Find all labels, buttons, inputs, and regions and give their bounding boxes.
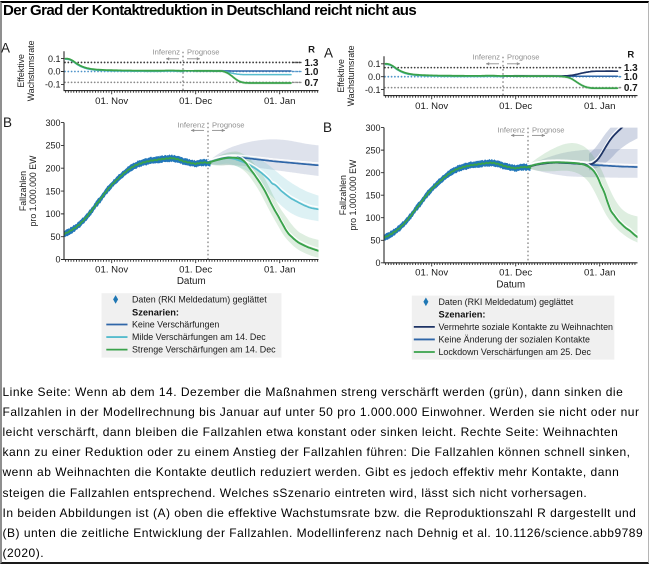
svg-text:200: 200 <box>45 163 60 173</box>
svg-text:01. Dec: 01. Dec <box>499 268 532 279</box>
svg-text:Daten (RKI Meldedatum) geglätt: Daten (RKI Meldedatum) geglättet <box>439 297 574 307</box>
svg-text:Datum: Datum <box>496 279 525 290</box>
svg-text:0.7: 0.7 <box>305 78 319 89</box>
svg-text:01. Dec: 01. Dec <box>499 101 532 112</box>
svg-text:A: A <box>324 45 333 60</box>
svg-text:1.0: 1.0 <box>305 67 319 78</box>
svg-text:R: R <box>308 44 315 55</box>
svg-text:250: 250 <box>365 145 380 155</box>
svg-text:EffektiveWachstumsrate: EffektiveWachstumsrate <box>16 40 36 101</box>
svg-text:0.7: 0.7 <box>624 83 638 94</box>
svg-text:150: 150 <box>45 186 60 196</box>
svg-text:01. Nov: 01. Nov <box>95 96 128 107</box>
svg-text:Szenarien:: Szenarien: <box>439 310 486 320</box>
svg-text:01. Jan: 01. Jan <box>584 101 615 112</box>
svg-text:Fallzahlenpro 1.000.000 EW: Fallzahlenpro 1.000.000 EW <box>338 159 358 231</box>
svg-text:Milde Verschärfungen am 14. De: Milde Verschärfungen am 14. Dec <box>132 332 266 342</box>
svg-text:01. Jan: 01. Jan <box>584 268 615 279</box>
svg-text:B: B <box>3 115 12 130</box>
svg-text:Szenarien:: Szenarien: <box>132 307 179 317</box>
svg-text:R: R <box>627 49 634 60</box>
svg-text:Inferenz: Inferenz <box>153 48 181 57</box>
svg-text:-0.1: -0.1 <box>365 85 381 95</box>
svg-text:01. Dec: 01. Dec <box>179 264 212 275</box>
svg-text:Strenge Verschärfungen am 14.: Strenge Verschärfungen am 14. Dec <box>132 345 276 355</box>
svg-text:100: 100 <box>365 213 380 223</box>
svg-text:250: 250 <box>45 141 60 151</box>
svg-text:01. Nov: 01. Nov <box>415 101 448 112</box>
svg-text:Keine Änderung der sozialen Ko: Keine Änderung der sozialen Kontakte <box>439 335 591 345</box>
svg-text:300: 300 <box>45 118 60 128</box>
svg-text:Prognose: Prognose <box>507 53 540 62</box>
svg-text:Fallzahlenpro 1.000.000 EW: Fallzahlenpro 1.000.000 EW <box>18 155 38 227</box>
svg-text:0.0: 0.0 <box>48 67 61 77</box>
svg-text:Prognose: Prognose <box>532 125 565 134</box>
svg-text:EffektiveWachstumsrate: EffektiveWachstumsrate <box>336 45 356 106</box>
svg-text:Prognose: Prognose <box>187 48 220 57</box>
svg-text:1.3: 1.3 <box>624 63 638 74</box>
svg-text:0.1: 0.1 <box>48 54 61 64</box>
svg-text:Keine Verschärfungen: Keine Verschärfungen <box>132 320 219 330</box>
svg-text:1.0: 1.0 <box>624 72 638 83</box>
svg-text:Inferenz: Inferenz <box>178 120 206 129</box>
svg-text:01. Nov: 01. Nov <box>415 268 448 279</box>
svg-text:0: 0 <box>55 255 60 265</box>
svg-text:0.0: 0.0 <box>368 72 381 82</box>
svg-text:Inferenz: Inferenz <box>498 125 526 134</box>
svg-text:-0.1: -0.1 <box>45 80 61 90</box>
svg-text:01. Nov: 01. Nov <box>95 264 128 275</box>
svg-text:Vermehrte soziale Kontakte zu: Vermehrte soziale Kontakte zu Weihnachte… <box>439 322 614 332</box>
svg-text:Prognose: Prognose <box>212 120 245 129</box>
svg-text:B: B <box>323 120 332 135</box>
svg-text:1.3: 1.3 <box>305 58 319 69</box>
svg-text:300: 300 <box>365 123 380 133</box>
svg-text:01. Jan: 01. Jan <box>264 96 295 107</box>
svg-text:150: 150 <box>365 190 380 200</box>
svg-text:01. Jan: 01. Jan <box>264 264 295 275</box>
svg-text:0: 0 <box>375 258 380 268</box>
svg-text:50: 50 <box>370 235 380 245</box>
svg-text:01. Dec: 01. Dec <box>179 96 212 107</box>
svg-text:Datum: Datum <box>177 276 206 287</box>
svg-text:A: A <box>1 40 10 55</box>
svg-text:50: 50 <box>50 232 60 242</box>
svg-text:Lockdown Verschärfungen am 25.: Lockdown Verschärfungen am 25. Dec <box>439 347 592 357</box>
svg-text:Inferenz: Inferenz <box>473 53 501 62</box>
svg-text:200: 200 <box>365 168 380 178</box>
svg-text:100: 100 <box>45 209 60 219</box>
svg-text:0.1: 0.1 <box>368 59 381 69</box>
svg-text:Daten (RKI Meldedatum) geglätt: Daten (RKI Meldedatum) geglättet <box>132 295 267 305</box>
